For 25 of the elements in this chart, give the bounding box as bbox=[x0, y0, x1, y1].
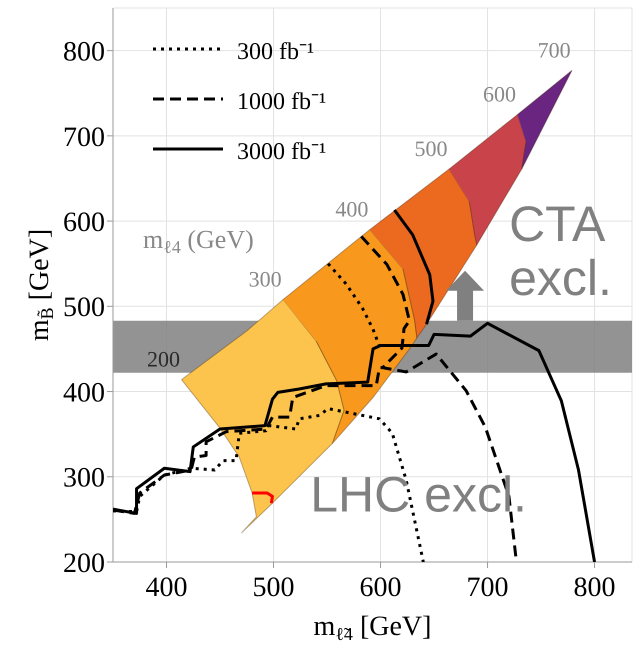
annotation: m$_{ℓ4}$ (GeV) bbox=[143, 225, 254, 258]
x-tick-label: 400 bbox=[146, 572, 188, 603]
x-axis-title: m$_{ℓ̃4}$ [GeV] bbox=[314, 611, 432, 644]
y-tick-label: 800 bbox=[63, 36, 105, 68]
annotation: CTA excl. bbox=[509, 196, 612, 306]
annotation: 400 bbox=[335, 196, 368, 222]
annotation: 500 bbox=[414, 136, 448, 162]
annotation: 300 bbox=[248, 266, 282, 292]
x-tick-label: 500 bbox=[252, 572, 295, 603]
legend-label: 1000 fb⁻¹ bbox=[237, 88, 326, 116]
y-tick-label: 200 bbox=[63, 548, 105, 579]
x-tick-label: 700 bbox=[466, 572, 509, 603]
annotation: LHC excl. bbox=[310, 466, 527, 522]
y-tick-label: 600 bbox=[63, 207, 105, 238]
y-tick-label: 400 bbox=[63, 377, 105, 408]
x-tick-label: 800 bbox=[574, 572, 616, 603]
y-tick-label: 500 bbox=[63, 292, 105, 324]
x-tick-label: 600 bbox=[360, 572, 402, 603]
y-tick-label: 700 bbox=[63, 122, 105, 153]
legend-label: 3000 fb⁻¹ bbox=[237, 138, 326, 166]
annotation: 200 bbox=[146, 346, 180, 372]
annotation: 700 bbox=[538, 37, 571, 62]
annotation: 600 bbox=[483, 82, 516, 107]
legend-label: 300 fb⁻¹ bbox=[237, 38, 314, 66]
y-tick-label: 300 bbox=[63, 462, 105, 494]
